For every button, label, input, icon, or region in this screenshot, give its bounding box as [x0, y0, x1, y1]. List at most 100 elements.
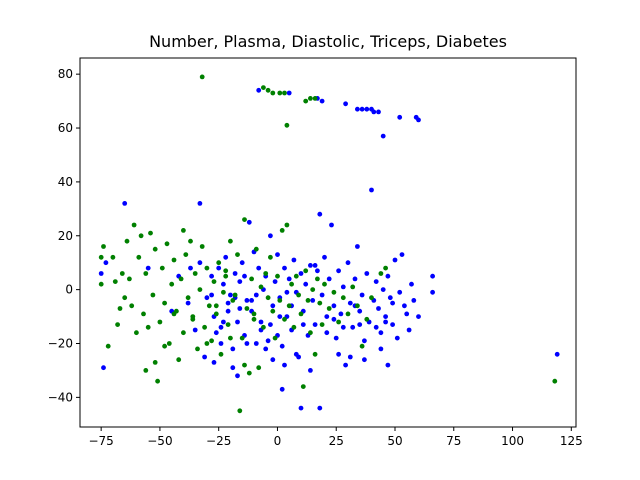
blue-point [235, 373, 240, 379]
green-point [204, 341, 210, 346]
blue-point [270, 357, 276, 363]
x-tick-label: 125 [560, 434, 583, 448]
green-point [305, 298, 311, 303]
x-tick-label: −25 [206, 434, 231, 448]
green-point [350, 284, 356, 290]
blue-point [378, 330, 384, 336]
blue-point [230, 365, 236, 371]
blue-point [122, 201, 128, 206]
blue-point [352, 276, 358, 282]
blue-point [270, 303, 276, 309]
x-tick-label: −75 [88, 434, 113, 448]
blue-point [253, 292, 259, 298]
green-point [277, 90, 283, 96]
green-point [336, 319, 341, 325]
blue-point [192, 327, 198, 333]
blue-point [373, 279, 379, 284]
green-point [369, 295, 374, 301]
green-point [331, 289, 337, 295]
x-tick-label: 50 [387, 434, 402, 448]
green-point [126, 276, 132, 282]
blue-point [392, 257, 398, 263]
x-axis: −75 −50 −25 0 25 50 75 100 125 [88, 427, 583, 448]
blue-point [385, 273, 391, 279]
blue-point [237, 279, 243, 284]
blue-point [221, 281, 226, 287]
green-point [378, 271, 384, 276]
blue-point [225, 308, 231, 314]
blue-point [329, 222, 334, 228]
green-point [129, 303, 135, 309]
blue-point [416, 117, 421, 123]
blue-point [310, 298, 316, 303]
green-point [359, 343, 365, 349]
blue-point [286, 90, 292, 96]
blue-point [364, 271, 370, 276]
green-point [275, 273, 280, 279]
blue-point [340, 284, 346, 290]
blue-point [369, 187, 374, 193]
green-point [117, 306, 123, 311]
blue-point [404, 311, 410, 317]
blue-point [343, 101, 348, 107]
blue-point [282, 362, 287, 368]
blue-point [256, 87, 262, 93]
green-point [185, 295, 191, 301]
green-point [284, 222, 290, 228]
green-point [159, 265, 165, 271]
green-point [157, 319, 163, 325]
green-point [152, 360, 158, 365]
green-point [265, 87, 271, 93]
blue-point [359, 106, 365, 112]
x-tick-label: 100 [501, 434, 524, 448]
blue-point [279, 343, 285, 349]
green-point [244, 306, 250, 311]
green-point [296, 292, 301, 298]
blue-point [263, 346, 269, 352]
green-point [199, 74, 205, 80]
green-point [176, 357, 182, 363]
blue-point [284, 289, 290, 295]
blue-point [268, 233, 273, 239]
blue-point [397, 114, 403, 120]
blue-point [272, 279, 278, 284]
green-point [263, 271, 269, 276]
green-point [101, 244, 106, 249]
green-point [209, 338, 215, 344]
blue-point [202, 354, 208, 360]
blue-point [282, 265, 287, 271]
green-point [204, 265, 210, 271]
blue-point [380, 287, 386, 292]
blue-point [411, 298, 417, 303]
y-axis: −40 −20 0 20 40 60 80 [48, 67, 80, 404]
blue-point [362, 338, 367, 344]
chart-title: Number, Plasma, Diastolic, Triceps, Diab… [149, 32, 507, 51]
green-point [124, 238, 130, 244]
green-point [206, 303, 212, 309]
green-point [308, 96, 313, 101]
y-tick-label: 0 [65, 283, 73, 297]
blue-point [291, 257, 297, 263]
blue-point [312, 263, 318, 268]
green-point [223, 273, 229, 279]
green-point [202, 324, 208, 330]
green-point [216, 260, 222, 266]
green-point [291, 324, 297, 330]
green-point [293, 273, 299, 279]
green-point [225, 322, 231, 327]
green-point [312, 351, 318, 357]
green-point [228, 335, 233, 341]
blue-point [319, 98, 325, 104]
green-point [164, 241, 170, 247]
blue-point [211, 360, 217, 365]
blue-point [249, 298, 255, 303]
blue-point [406, 327, 412, 333]
green-point [228, 238, 233, 244]
blue-point [303, 281, 309, 287]
blue-point [355, 244, 360, 249]
blue-point [223, 254, 229, 260]
green-point [105, 343, 111, 349]
green-point [242, 217, 247, 223]
blue-point [554, 351, 560, 357]
blue-point [204, 295, 210, 301]
